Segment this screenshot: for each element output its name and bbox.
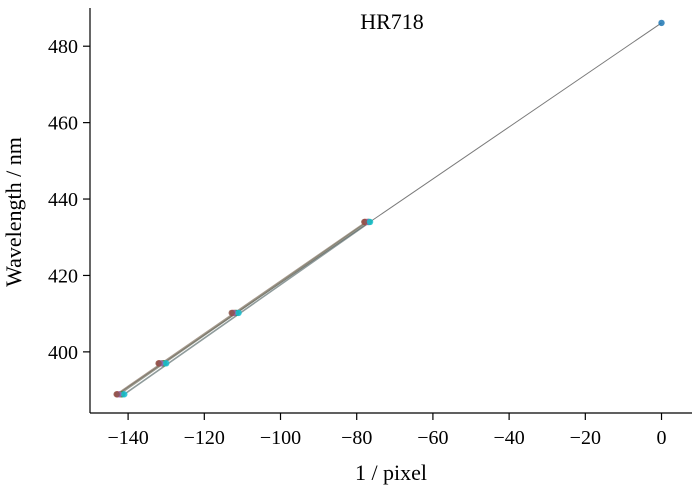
fit-line [123,221,371,395]
data-point [361,218,368,226]
x-axis-title: 1 / pixel [355,460,427,485]
x-tick-label: −120 [184,427,225,449]
data-point [121,391,128,398]
x-tick-label: −20 [570,427,601,449]
data-point [366,218,374,226]
x-tick-label: −140 [107,427,148,449]
y-tick-label: 440 [48,189,78,211]
y-tick-label: 420 [48,265,78,287]
y-tick-label: 400 [48,342,78,364]
fit-lines [116,22,662,395]
chart-title: HR718 [360,9,424,34]
y-axis-title: Wavelength / nm [1,137,26,287]
x-tick-label: −100 [260,427,301,449]
data-point [235,309,242,317]
x-tick-label: −80 [341,427,372,449]
data-point [658,19,665,27]
data-points [113,19,665,398]
data-point [163,360,170,367]
axes [89,8,692,414]
fit-line [118,221,368,395]
data-point [113,391,120,398]
data-point [228,309,235,317]
ticks: −140 −120 −100 −80 −60 −40 −20 0 400 420 440 460 480 [48,36,667,449]
x-tick-label: 0 [657,427,667,449]
x-tick-label: −60 [417,427,448,449]
y-tick-label: 460 [48,113,78,135]
y-tick-label: 480 [48,36,78,58]
data-point [155,360,162,367]
x-tick-label: −40 [493,427,524,449]
